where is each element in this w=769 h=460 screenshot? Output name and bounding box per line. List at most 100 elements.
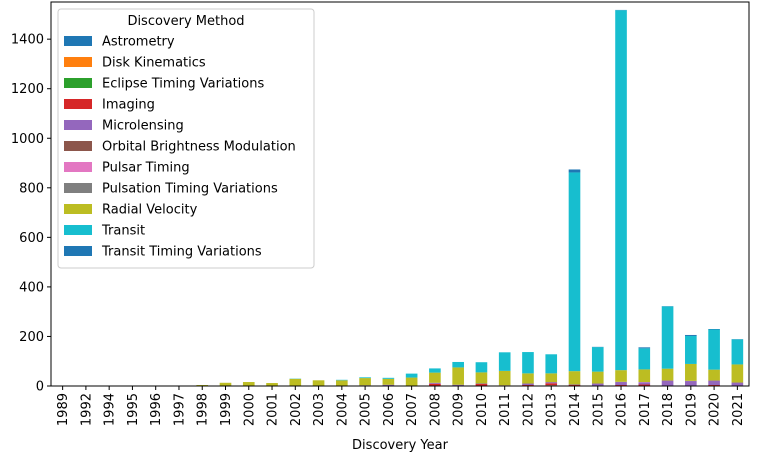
bar-segment xyxy=(336,380,348,386)
bar-segment xyxy=(731,382,744,386)
legend-label: Microlensing xyxy=(102,119,184,134)
legend-label: Eclipse Timing Variations xyxy=(102,77,264,92)
x-tick-label: 2003 xyxy=(312,393,327,426)
x-tick-label: 2016 xyxy=(615,393,630,426)
legend-swatch xyxy=(64,162,92,172)
x-tick-label: 2006 xyxy=(382,393,397,426)
bar-segment xyxy=(452,384,464,386)
x-tick-label: 2020 xyxy=(708,393,723,426)
plot-frame xyxy=(50,1,750,387)
bar-segment xyxy=(475,372,488,384)
y-tick-label: 1400 xyxy=(11,33,44,48)
bar-segment xyxy=(429,382,441,384)
bar-segment xyxy=(522,373,534,384)
bar-segment xyxy=(545,383,558,386)
x-tick-label: 1995 xyxy=(126,393,141,426)
legend-swatch xyxy=(64,120,92,130)
x-tick-label: 2001 xyxy=(266,393,281,426)
x-tick-label: 1999 xyxy=(219,393,234,426)
bar-segment xyxy=(661,306,674,369)
bar-segment xyxy=(591,383,604,386)
bar-segment xyxy=(405,377,418,386)
bar-segment xyxy=(708,329,720,370)
bar-segment xyxy=(405,373,418,378)
bar-segment xyxy=(382,378,395,385)
legend-swatch xyxy=(64,141,92,151)
bar-segment xyxy=(708,369,720,381)
legend-title: Discovery Method xyxy=(127,14,244,29)
bar-segment xyxy=(498,370,511,386)
bar-segment xyxy=(568,169,581,173)
x-tick-label: 1994 xyxy=(103,393,118,426)
legend-label: Imaging xyxy=(102,98,155,113)
bars-layer xyxy=(56,9,744,386)
legend-label: Orbital Brightness Modulation xyxy=(102,140,296,155)
y-tick-label: 1200 xyxy=(11,82,44,97)
bar-segment xyxy=(638,382,651,385)
x-tick-label: 2013 xyxy=(545,393,560,426)
legend-label: Disk Kinematics xyxy=(102,56,206,71)
x-tick-label: 2012 xyxy=(521,393,536,426)
x-tick-label: 1992 xyxy=(79,393,94,426)
bar-segment xyxy=(266,383,278,386)
x-tick-label: 2000 xyxy=(242,393,257,426)
x-tick-label: 2021 xyxy=(731,393,746,426)
bar-segment xyxy=(708,385,720,386)
bar-segment xyxy=(336,379,348,381)
y-tick-label: 200 xyxy=(19,330,44,345)
bar-segment xyxy=(545,382,558,384)
bar-segment xyxy=(545,354,558,374)
y-tick-label: 0 xyxy=(36,380,44,395)
bar-segment xyxy=(615,385,627,386)
x-tick-label: 1996 xyxy=(149,393,164,426)
x-tick-label: 2014 xyxy=(568,393,583,426)
bar-segment xyxy=(475,384,488,386)
bar-segment xyxy=(312,380,325,386)
legend-swatch xyxy=(64,57,92,67)
bar-segment xyxy=(522,352,534,374)
bar-segment xyxy=(382,377,395,379)
bar-segment xyxy=(591,347,604,372)
legend-swatch xyxy=(64,225,92,235)
bar-segment xyxy=(591,371,604,384)
bar-segment xyxy=(429,372,441,383)
bar-segment xyxy=(568,384,581,386)
x-axis-title: Discovery Year xyxy=(352,438,449,453)
legend-swatch xyxy=(64,204,92,214)
legend-swatch xyxy=(64,36,92,46)
bar-segment xyxy=(638,347,651,349)
x-tick-label: 2008 xyxy=(428,393,443,426)
bar-segment xyxy=(289,378,302,386)
legend-swatch xyxy=(64,99,92,109)
bar-segment xyxy=(359,377,371,379)
bar-segment xyxy=(638,369,651,383)
x-tick-label: 2004 xyxy=(335,393,350,426)
x-tick-label: 1997 xyxy=(172,393,187,426)
x-tick-label: 2007 xyxy=(405,393,420,426)
x-tick-label: 2017 xyxy=(638,393,653,426)
legend-label: Pulsar Timing xyxy=(102,161,190,176)
bar-segment xyxy=(359,378,371,386)
bar-segment xyxy=(429,383,441,386)
legend-label: Pulsation Timing Variations xyxy=(102,182,278,197)
bar-segment xyxy=(661,380,674,386)
legend: Discovery Method Astrometry Disk Kinematic… xyxy=(57,8,315,269)
x-tick-label: 2010 xyxy=(475,393,490,426)
x-tick-label: 2002 xyxy=(289,393,304,426)
y-tick-label: 600 xyxy=(19,231,44,246)
axes-layer: 0 200 400 600 800 1000 1200 1400 1989 1992 1994 199… xyxy=(11,33,746,426)
bar-segment xyxy=(522,383,534,386)
bar-segment xyxy=(731,339,744,365)
bar-segment xyxy=(475,383,488,385)
x-tick-label: 2019 xyxy=(684,393,699,426)
x-tick-label: 2009 xyxy=(452,393,467,426)
bar-segment xyxy=(661,368,674,381)
bar-segment xyxy=(382,384,395,386)
legend-label: Radial Velocity xyxy=(102,203,198,218)
bar-segment xyxy=(685,381,697,386)
legend-label: Transit Timing Variations xyxy=(101,245,262,260)
bar-segment xyxy=(708,380,720,386)
bar-segment xyxy=(452,367,464,385)
x-tick-label: 1998 xyxy=(196,393,211,426)
